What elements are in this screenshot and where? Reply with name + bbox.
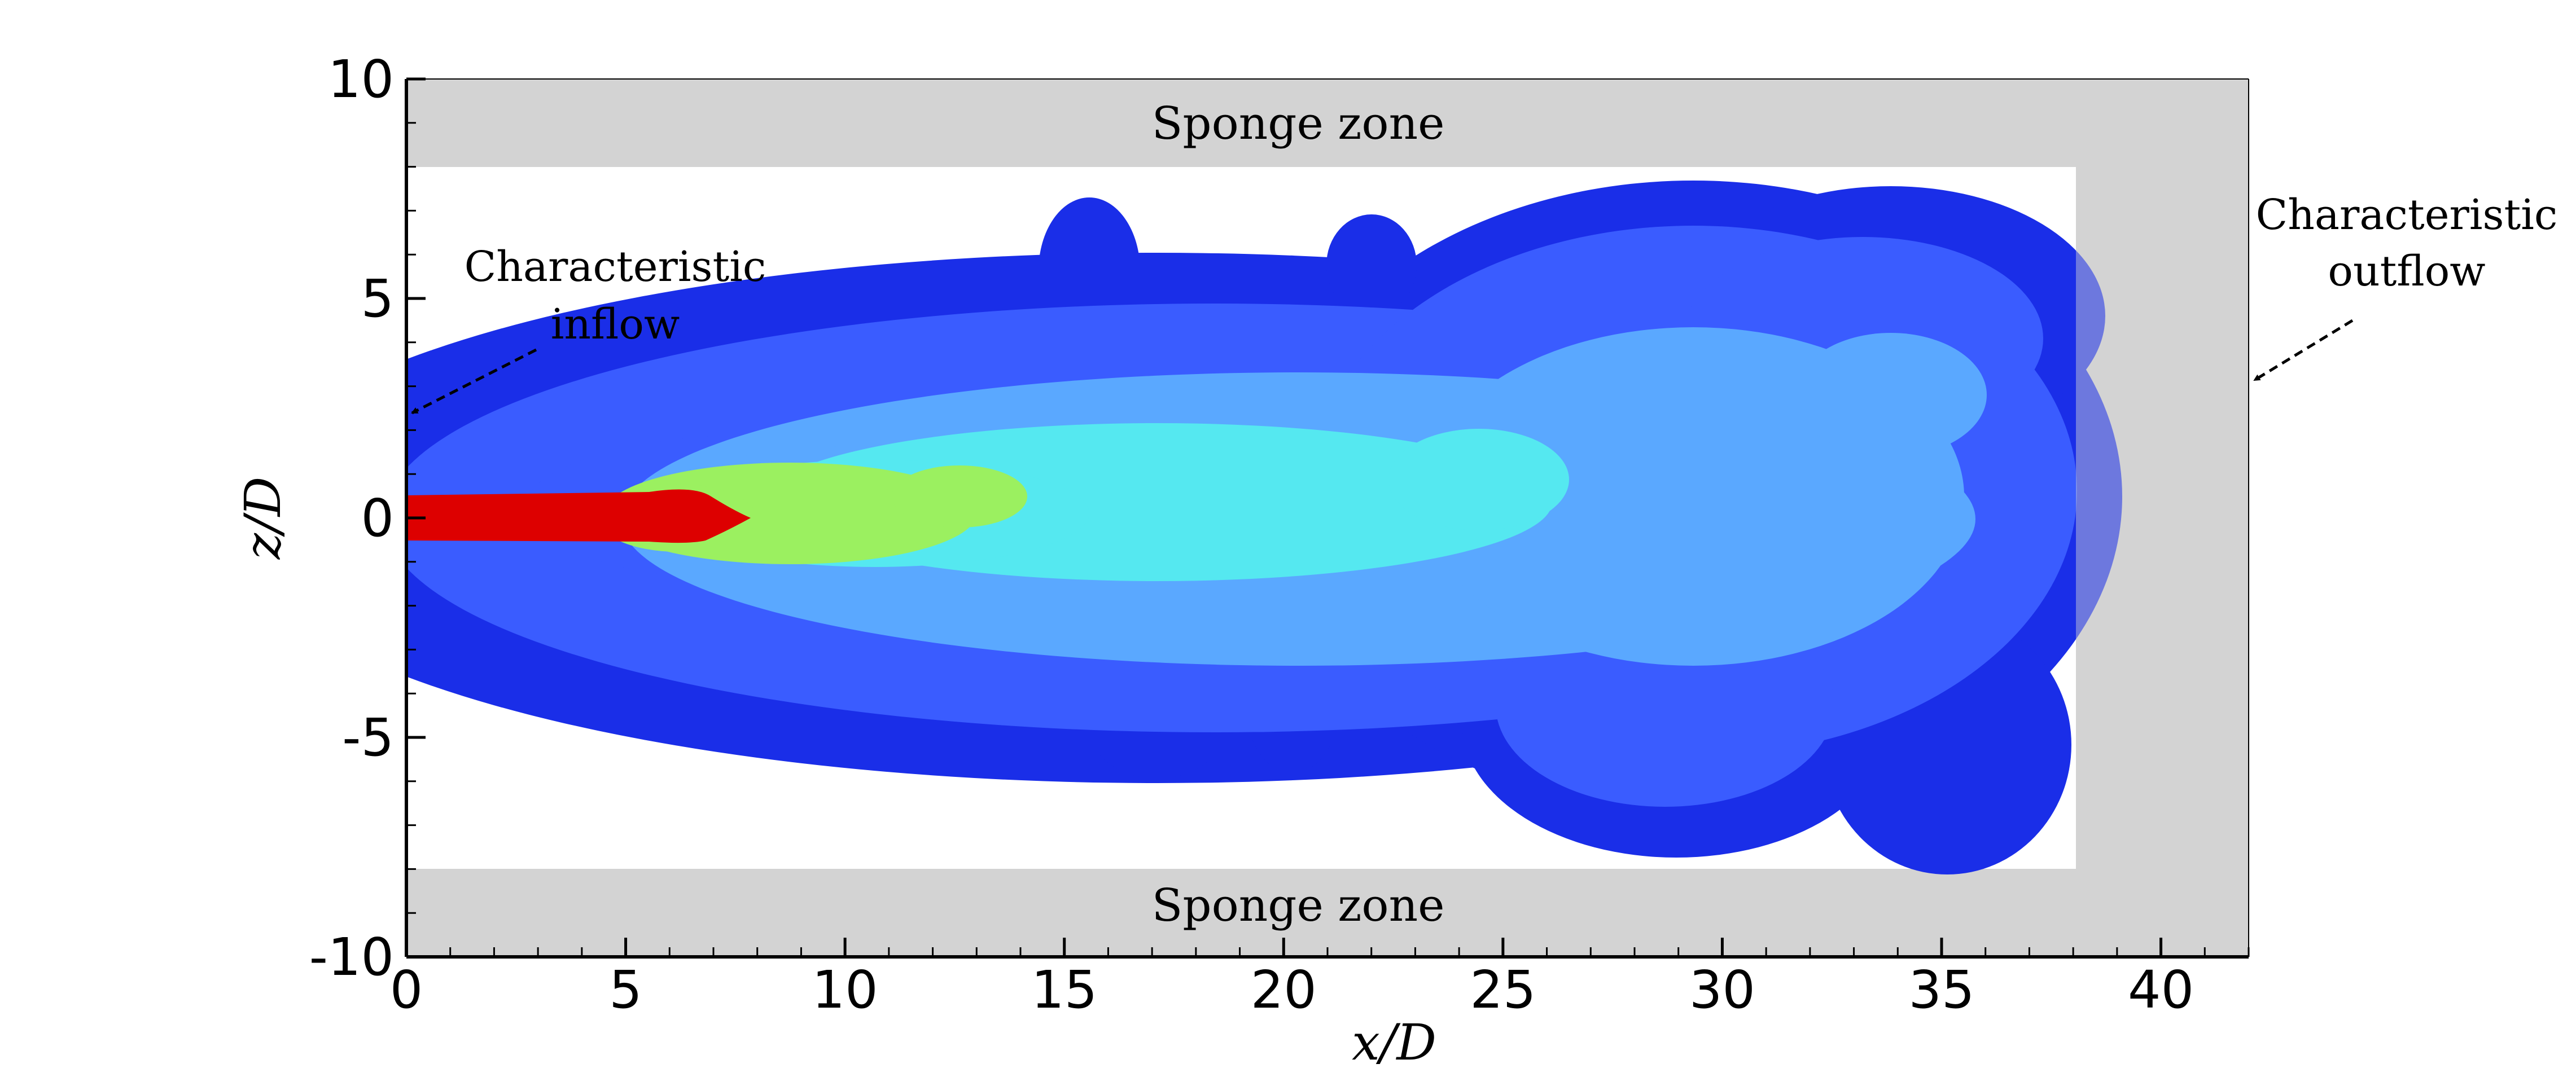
inflow-annotation: Characteristic inflow <box>411 243 766 415</box>
y-tick-label: -10 <box>309 927 394 987</box>
x-axis-label: x/D <box>1352 1013 1436 1071</box>
outflow-annotation-line-1: Characteristic <box>2256 191 2558 239</box>
inflow-annotation-line-2: inflow <box>551 300 680 349</box>
x-tick-label: 25 <box>1470 960 1536 1020</box>
contour-core-level <box>406 489 751 543</box>
x-tick-label: 10 <box>812 960 878 1020</box>
inflow-annotation-line-1: Characteristic <box>465 243 766 291</box>
x-tick-label: 40 <box>2128 960 2194 1020</box>
y-tick-label: 10 <box>328 49 394 109</box>
sponge-zone-top-label: Sponge zone <box>1152 97 1445 150</box>
x-tick-label: 15 <box>1031 960 1097 1020</box>
y-tick-label: 5 <box>361 269 394 329</box>
y-axis-label: z/D <box>234 477 292 560</box>
y-tick-label: -5 <box>342 707 394 768</box>
x-tick-label: 5 <box>609 960 642 1020</box>
sponge-zone-top <box>406 79 2249 167</box>
x-tick-label: 20 <box>1251 960 1317 1020</box>
y-tick-label: 0 <box>361 488 394 548</box>
outflow-arrow <box>2253 319 2354 382</box>
jet-contour-field <box>406 181 2122 874</box>
x-ticks: 0 5 10 15 20 25 30 35 40 <box>390 938 2250 1020</box>
x-tick-label: 0 <box>390 960 423 1020</box>
outflow-overlay <box>2076 167 2249 869</box>
inflow-arrow <box>411 348 537 415</box>
y-ticks: 10 5 0 -5 -10 <box>309 49 426 987</box>
x-tick-label: 30 <box>1689 960 1755 1020</box>
outflow-annotation: Characteristic outflow <box>2253 191 2558 382</box>
sponge-zone-bottom-label: Sponge zone <box>1152 879 1445 931</box>
outflow-annotation-line-2: outflow <box>2328 247 2485 296</box>
sponge-zones <box>406 79 2249 957</box>
x-tick-label: 35 <box>1908 960 1974 1020</box>
